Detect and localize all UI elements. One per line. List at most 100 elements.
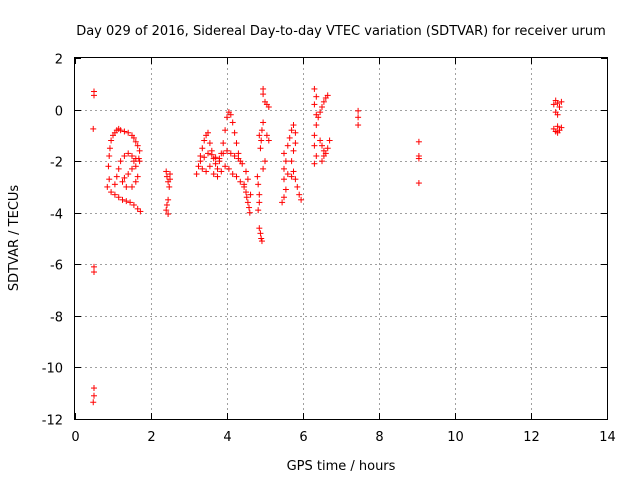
data-point: [91, 385, 97, 392]
data-point: [127, 199, 134, 206]
data-point: [117, 127, 124, 134]
data-point: [294, 183, 301, 190]
data-point: [132, 155, 139, 162]
data-point: [205, 129, 211, 136]
data-point: [222, 127, 229, 134]
data-point: [206, 140, 213, 147]
data-point: [558, 98, 565, 105]
data-point: [91, 269, 97, 276]
data-point: [260, 91, 267, 98]
data-point: [296, 191, 303, 198]
data-point: [235, 155, 242, 162]
data-point: [281, 150, 287, 157]
data-point: [167, 171, 173, 178]
data-point: [212, 160, 219, 167]
data-point: [243, 168, 249, 175]
data-point: [292, 176, 299, 183]
data-point: [255, 207, 262, 214]
data-point: [554, 123, 561, 130]
x-tick-label: 6: [299, 430, 307, 445]
data-point: [220, 140, 227, 147]
data-point: [246, 204, 253, 211]
data-point: [282, 186, 289, 193]
data-point: [167, 176, 173, 183]
data-point: [218, 168, 225, 175]
data-point: [123, 198, 130, 205]
data-point: [292, 129, 299, 136]
data-point: [224, 147, 230, 154]
y-tick-label: -8: [50, 311, 63, 326]
data-point: [197, 152, 204, 159]
data-point: [233, 140, 240, 147]
data-point: [311, 160, 318, 167]
data-point: [212, 154, 219, 161]
data-point: [317, 109, 324, 116]
data-point: [279, 199, 286, 206]
data-point: [247, 191, 254, 198]
x-tick-label: 12: [523, 430, 540, 445]
data-point: [239, 160, 246, 167]
data-point: [244, 199, 251, 206]
data-point: [90, 399, 97, 406]
data-point: [257, 145, 264, 152]
data-point: [260, 85, 267, 92]
data-point: [243, 189, 249, 196]
data-point: [284, 171, 291, 178]
chart-title: Day 029 of 2016, Sidereal Day-to-day VTE…: [76, 24, 606, 39]
data-point: [121, 152, 128, 159]
data-point: [558, 124, 565, 131]
data-point: [288, 173, 295, 180]
data-point: [254, 173, 261, 180]
data-point: [201, 154, 208, 161]
data-point: [197, 158, 204, 165]
data-point: [115, 194, 122, 201]
data-point: [227, 111, 234, 118]
plot-frame: [74, 57, 608, 420]
data-point: [281, 194, 287, 201]
data-point: [105, 163, 112, 170]
data-point: [255, 181, 262, 188]
data-point: [163, 168, 170, 175]
data-point: [231, 129, 238, 136]
data-point: [241, 183, 248, 190]
data-point: [258, 127, 265, 134]
data-point: [243, 194, 250, 201]
data-point: [125, 171, 132, 178]
data-point: [130, 201, 137, 208]
data-point: [231, 152, 238, 159]
data-point: [265, 103, 272, 110]
data-point: [256, 191, 263, 198]
data-point: [256, 199, 263, 206]
data-point: [313, 152, 320, 159]
data-point: [132, 138, 139, 145]
data-point: [195, 163, 202, 170]
data-point: [119, 178, 126, 185]
data-point: [355, 107, 362, 114]
data-point: [292, 140, 299, 147]
data-point: [117, 158, 124, 165]
data-point: [165, 211, 172, 218]
data-point: [281, 165, 287, 172]
data-point: [108, 137, 115, 144]
x-axis-label: GPS time / hours: [287, 459, 396, 474]
data-point: [199, 165, 206, 172]
data-point: [263, 132, 270, 139]
data-point: [290, 122, 297, 129]
data-point: [119, 196, 126, 203]
data-point: [137, 208, 144, 215]
data-point: [111, 191, 118, 198]
data-point: [286, 134, 293, 141]
data-point: [258, 137, 265, 144]
data-point: [106, 145, 113, 152]
data-point: [256, 132, 263, 139]
data-point: [311, 132, 318, 139]
data-point: [121, 174, 128, 181]
data-point: [415, 155, 422, 162]
y-tick-label: -6: [50, 259, 63, 274]
data-point: [550, 101, 557, 108]
data-point: [163, 201, 170, 208]
data-point: [208, 151, 215, 158]
data-point: [227, 150, 234, 157]
data-point: [290, 168, 297, 175]
data-point: [113, 173, 120, 180]
